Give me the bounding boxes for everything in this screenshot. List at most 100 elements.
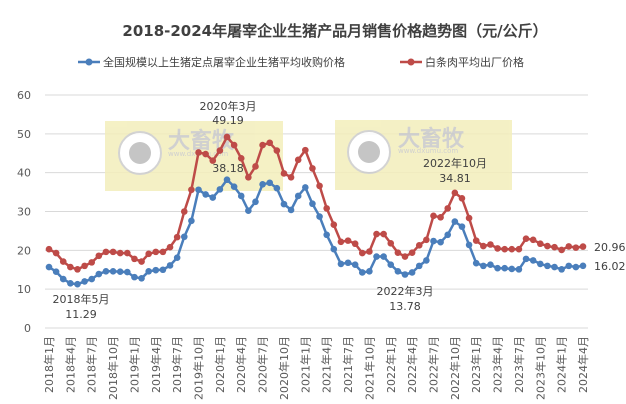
data-point[interactable] <box>302 146 309 154</box>
data-point[interactable] <box>223 176 231 184</box>
data-point[interactable] <box>323 205 330 212</box>
data-point[interactable] <box>88 275 96 283</box>
data-point[interactable] <box>330 245 338 253</box>
data-point[interactable] <box>81 262 88 270</box>
data-point[interactable] <box>387 261 395 269</box>
data-point[interactable] <box>380 253 387 260</box>
data-point[interactable] <box>408 249 416 256</box>
data-point[interactable] <box>472 259 480 267</box>
data-point[interactable] <box>501 245 508 253</box>
data-point[interactable] <box>408 269 416 276</box>
data-point[interactable] <box>67 280 74 287</box>
data-point[interactable] <box>116 268 124 275</box>
data-point[interactable] <box>273 147 281 154</box>
data-point[interactable] <box>124 268 131 276</box>
data-point[interactable] <box>230 183 238 190</box>
data-point[interactable] <box>544 262 551 270</box>
data-point[interactable] <box>494 264 501 272</box>
data-point[interactable] <box>494 245 501 252</box>
data-point[interactable] <box>515 266 523 273</box>
data-point[interactable] <box>287 206 295 214</box>
data-point[interactable] <box>565 262 573 270</box>
data-point[interactable] <box>202 150 209 158</box>
data-point[interactable] <box>188 186 195 194</box>
data-point[interactable] <box>387 240 395 247</box>
data-point[interactable] <box>52 268 60 275</box>
data-point[interactable] <box>152 266 160 274</box>
data-point[interactable] <box>480 262 487 270</box>
data-point[interactable] <box>131 255 138 263</box>
data-point[interactable] <box>551 263 558 271</box>
data-point[interactable] <box>565 243 573 250</box>
data-point[interactable] <box>579 243 587 250</box>
data-point[interactable] <box>401 253 409 260</box>
data-point[interactable] <box>380 230 387 238</box>
data-point[interactable] <box>487 261 494 269</box>
data-point[interactable] <box>344 237 352 244</box>
data-point[interactable] <box>252 163 259 170</box>
data-point[interactable] <box>45 263 53 271</box>
data-point[interactable] <box>323 231 330 239</box>
data-point[interactable] <box>195 186 202 194</box>
data-point[interactable] <box>302 184 309 191</box>
data-point[interactable] <box>430 237 437 245</box>
data-point[interactable] <box>45 245 53 253</box>
data-point[interactable] <box>415 241 423 249</box>
data-point[interactable] <box>487 241 494 248</box>
data-point[interactable] <box>444 231 452 239</box>
data-point[interactable] <box>223 133 231 141</box>
data-point[interactable] <box>401 271 409 278</box>
data-point[interactable] <box>437 214 444 221</box>
data-point[interactable] <box>337 260 345 268</box>
data-point[interactable] <box>316 182 323 190</box>
data-point[interactable] <box>373 230 380 238</box>
data-point[interactable] <box>67 263 74 271</box>
data-point[interactable] <box>351 261 359 269</box>
data-point[interactable] <box>252 198 259 206</box>
data-point[interactable] <box>95 270 103 278</box>
data-point[interactable] <box>465 241 473 249</box>
data-point[interactable] <box>472 237 480 244</box>
data-point[interactable] <box>558 266 565 273</box>
data-point[interactable] <box>423 257 430 264</box>
data-point[interactable] <box>536 260 544 268</box>
data-point[interactable] <box>237 192 245 200</box>
data-point[interactable] <box>81 278 88 285</box>
data-point[interactable] <box>209 157 217 164</box>
data-point[interactable] <box>358 249 366 257</box>
data-point[interactable] <box>444 205 452 212</box>
data-point[interactable] <box>458 223 466 230</box>
data-point[interactable] <box>74 280 81 288</box>
legend-item-carcass-price[interactable]: 白条肉平均出厂价格 <box>400 55 524 69</box>
data-point[interactable] <box>52 249 60 257</box>
legend-item-purchase-price[interactable]: 全国规模以上生猪定点屠宰企业生猪平均收购价格 <box>78 55 345 69</box>
data-point[interactable] <box>508 265 516 273</box>
data-point[interactable] <box>294 192 302 200</box>
data-point[interactable] <box>316 213 323 220</box>
data-point[interactable] <box>366 248 373 255</box>
data-point[interactable] <box>152 248 160 256</box>
data-point[interactable] <box>351 240 359 248</box>
data-point[interactable] <box>166 262 174 269</box>
data-point[interactable] <box>437 238 444 246</box>
data-point[interactable] <box>95 252 103 260</box>
data-point[interactable] <box>309 165 316 172</box>
data-point[interactable] <box>572 244 580 251</box>
data-point[interactable] <box>116 249 124 257</box>
data-point[interactable] <box>259 141 266 149</box>
data-point[interactable] <box>280 200 288 208</box>
data-point[interactable] <box>344 259 352 267</box>
data-point[interactable] <box>180 208 188 215</box>
data-point[interactable] <box>451 218 459 225</box>
data-point[interactable] <box>109 248 117 256</box>
data-point[interactable] <box>551 243 558 251</box>
data-point[interactable] <box>138 274 145 282</box>
data-point[interactable] <box>572 263 580 271</box>
data-point[interactable] <box>59 258 67 265</box>
data-point[interactable] <box>102 248 110 256</box>
data-point[interactable] <box>287 174 295 181</box>
data-point[interactable] <box>415 262 423 270</box>
data-point[interactable] <box>394 249 402 256</box>
data-point[interactable] <box>145 250 152 258</box>
data-point[interactable] <box>458 194 466 202</box>
